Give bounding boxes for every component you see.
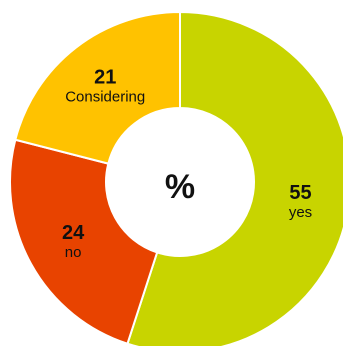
category-label-yes: yes bbox=[289, 204, 312, 221]
value-label-no: 24 bbox=[62, 222, 85, 244]
category-label-no: no bbox=[65, 244, 82, 261]
center-label: % bbox=[165, 168, 195, 206]
donut-slices bbox=[9, 10, 343, 346]
category-label-considering: Considering bbox=[65, 89, 145, 106]
slice-considering bbox=[14, 10, 181, 165]
value-label-yes: 55 bbox=[289, 182, 311, 204]
slice-no bbox=[9, 138, 159, 345]
value-label-considering: 21 bbox=[94, 67, 116, 89]
slice-yes bbox=[126, 10, 343, 346]
